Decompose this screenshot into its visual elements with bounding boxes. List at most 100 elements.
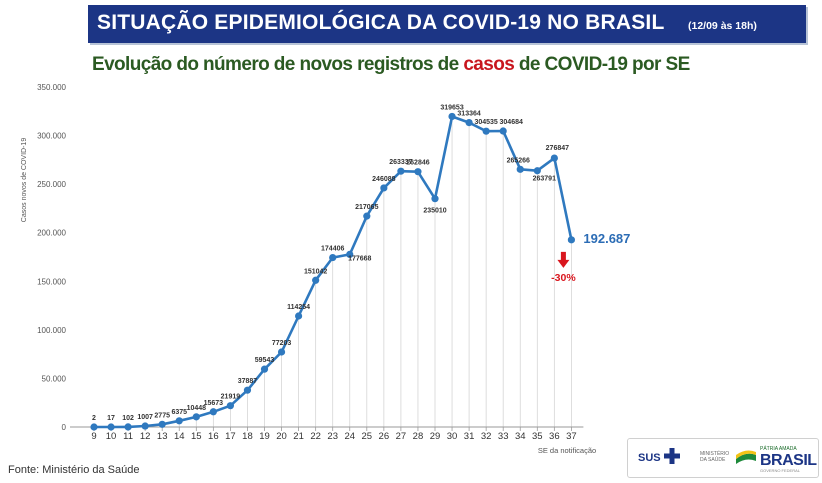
- data-point: [295, 312, 303, 320]
- x-tick-label: 10: [106, 431, 117, 442]
- x-tick-label: 27: [396, 431, 407, 442]
- data-point: [567, 236, 576, 244]
- y-tick-label: 350.000: [37, 83, 66, 92]
- data-label: 17: [107, 415, 115, 422]
- data-label: 151042: [304, 268, 327, 275]
- data-point: [363, 212, 371, 220]
- data-label: 1007: [137, 414, 153, 421]
- data-point: [448, 112, 456, 121]
- data-label: 246088: [372, 176, 395, 183]
- title-banner: SITUAÇÃO EPIDEMIOLÓGICA DA COVID-19 NO B…: [88, 5, 806, 43]
- data-point: [380, 184, 388, 192]
- x-tick-label: 31: [464, 431, 475, 442]
- data-point: [277, 348, 286, 356]
- x-tick-label: 22: [310, 431, 321, 442]
- x-tick-label: 33: [498, 431, 509, 442]
- data-point: [260, 365, 269, 373]
- data-point: [465, 118, 473, 127]
- data-point: [209, 408, 217, 416]
- subtitle-highlight: casos: [463, 54, 515, 75]
- x-tick-label: 17: [225, 431, 236, 442]
- data-label: 263791: [533, 176, 556, 183]
- data-label: 265266: [507, 157, 530, 164]
- data-label: 263337: [389, 159, 412, 166]
- data-point: [499, 127, 507, 135]
- x-tick-label: 18: [242, 431, 253, 442]
- x-axis-label: SE da notificação: [538, 446, 596, 455]
- x-tick-label: 32: [481, 431, 492, 442]
- sus-cross-icon: [664, 448, 680, 464]
- y-tick-label: 0: [62, 423, 67, 432]
- data-label: 102: [122, 415, 134, 422]
- brasil-flag-icon: [736, 450, 756, 464]
- data-label: 217065: [355, 204, 378, 211]
- x-tick-label: 12: [140, 431, 151, 442]
- x-tick-label: 37: [566, 431, 577, 442]
- y-tick-label: 250.000: [37, 180, 66, 189]
- x-tick-label: 21: [293, 431, 304, 442]
- x-tick-label: 20: [276, 431, 287, 442]
- data-point: [329, 253, 337, 262]
- x-tick-label: 9: [91, 431, 96, 442]
- data-point: [414, 168, 422, 176]
- y-tick-label: 50.000: [42, 374, 67, 383]
- down-arrow-icon: [557, 251, 570, 268]
- data-label: 6375: [171, 409, 187, 416]
- data-point: [90, 423, 98, 431]
- data-label: 174406: [321, 246, 344, 253]
- data-label: 114254: [287, 304, 310, 311]
- data-point: [192, 413, 200, 421]
- x-tick-label: 19: [259, 431, 270, 442]
- data-label: 37887: [238, 378, 258, 385]
- y-tick-label: 300.000: [37, 132, 66, 141]
- sus-logo: SUS: [638, 452, 661, 464]
- data-label: 21919: [221, 394, 241, 401]
- logo-panel: SUS MINISTÉRIO DA SAÚDE PÁTRIA AMADA BRA…: [627, 438, 819, 478]
- data-point: [124, 423, 132, 431]
- data-point: [397, 167, 405, 175]
- x-tick-label: 23: [327, 431, 338, 442]
- data-label: 235010: [423, 208, 446, 215]
- data-label: 77203: [272, 340, 292, 347]
- data-point: [533, 167, 541, 175]
- x-tick-label: 26: [379, 431, 390, 442]
- subtitle-part1: Evolução do número de novos registros de: [92, 54, 464, 75]
- x-tick-label: 35: [532, 431, 543, 442]
- data-point: [158, 420, 166, 428]
- data-point: [431, 195, 439, 203]
- y-tick-label: 150.000: [37, 277, 66, 286]
- data-point: [516, 165, 524, 173]
- data-label: 177668: [348, 255, 371, 262]
- data-label: 59543: [255, 357, 275, 364]
- line-chart: Casos novos de COVID-19 0 50.000 100.000 150…: [21, 83, 630, 455]
- subtitle-part2: de COVID-19 por SE: [514, 54, 690, 75]
- x-tick-label: 34: [515, 431, 526, 442]
- data-point: [107, 423, 115, 431]
- data-label: 15673: [204, 400, 224, 407]
- data-point: [175, 417, 183, 425]
- x-tick-label: 24: [344, 431, 355, 442]
- data-point: [141, 422, 149, 430]
- x-tick-label: 15: [191, 431, 202, 442]
- x-tick-label: 36: [549, 431, 560, 442]
- data-point: [312, 276, 320, 284]
- data-label: 313364: [457, 111, 480, 118]
- x-tick-label: 28: [413, 431, 424, 442]
- x-tick-label: 14: [174, 431, 185, 442]
- data-point: [243, 386, 252, 394]
- data-label: 2: [92, 415, 96, 422]
- data-label: 276847: [546, 145, 569, 152]
- data-label: 304535: [474, 119, 497, 126]
- y-axis-label: Casos novos de COVID-19: [21, 138, 28, 223]
- data-point: [226, 402, 234, 410]
- x-tick-label: 25: [362, 431, 373, 442]
- data-label: 2775: [154, 412, 170, 419]
- data-point: [550, 154, 558, 162]
- data-label: 262846: [406, 160, 429, 167]
- source-note: Fonte: Ministério da Saúde: [8, 464, 140, 476]
- ministerio-logo: MINISTÉRIO DA SAÚDE: [700, 451, 730, 463]
- data-label: 319653: [440, 104, 463, 111]
- x-tick-label: 29: [430, 431, 441, 442]
- change-label: -30%: [551, 272, 576, 284]
- brasil-logo: BRASIL: [760, 452, 817, 469]
